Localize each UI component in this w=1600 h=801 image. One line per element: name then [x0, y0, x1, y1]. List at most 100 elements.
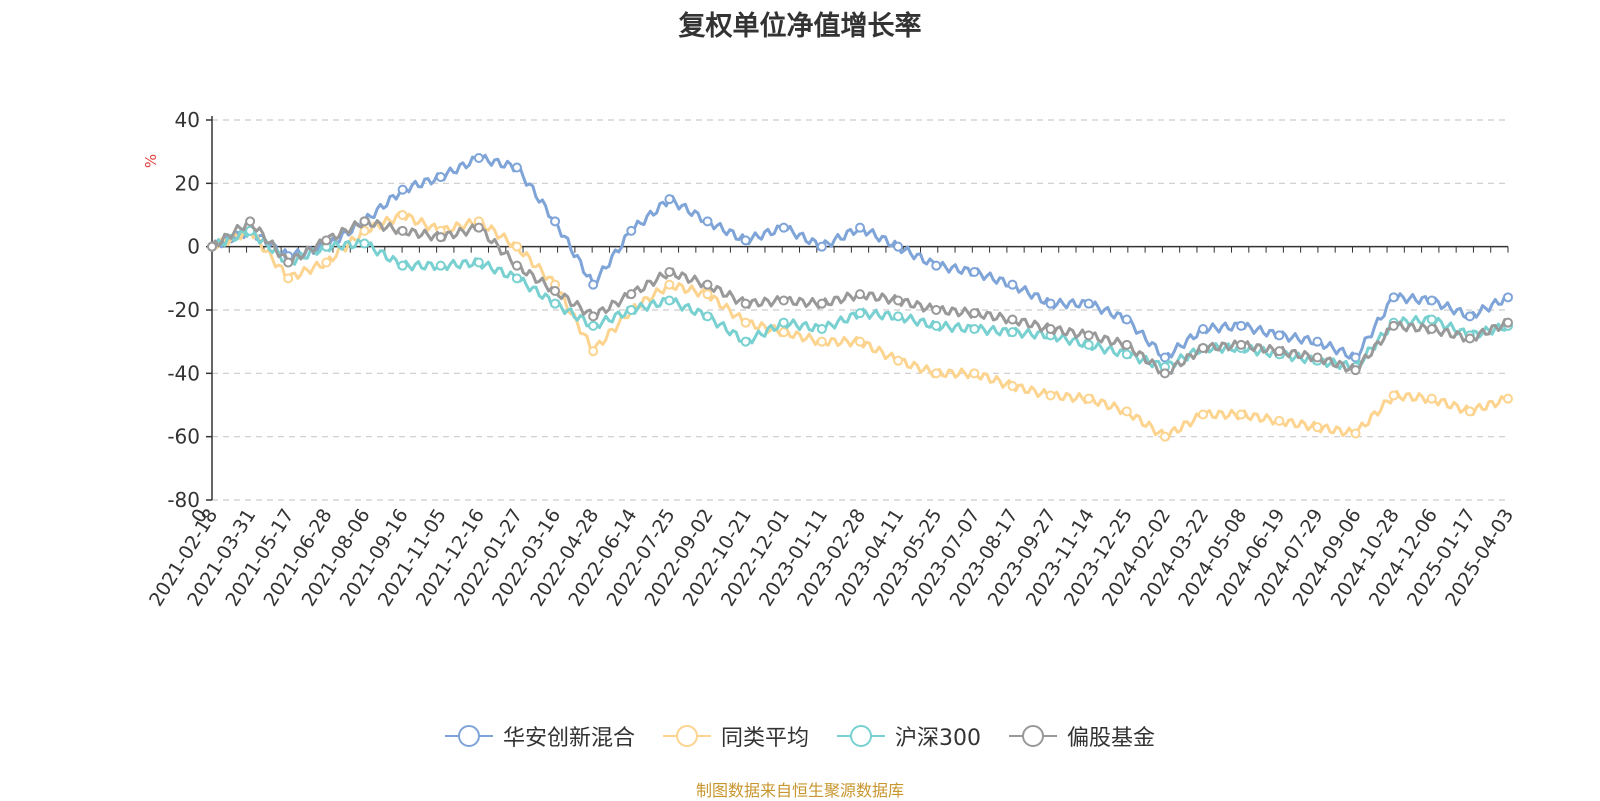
data-point: [359, 225, 370, 236]
series-line: [210, 153, 1509, 360]
y-tick-label: 20: [175, 171, 200, 195]
data-point: [1464, 406, 1475, 417]
legend-label: 同类平均: [720, 726, 809, 751]
data-point: [855, 222, 865, 233]
data-point: [893, 295, 904, 306]
data-point: [550, 298, 561, 309]
data-point: [1007, 314, 1018, 325]
y-tick-label: -20: [167, 298, 200, 322]
chart-title: 复权单位净值增长率: [678, 11, 922, 42]
data-point: [1274, 330, 1285, 341]
data-point: [473, 257, 484, 268]
data-point: [1350, 428, 1361, 439]
legend-marker-icon: [444, 725, 493, 747]
data-point: [1083, 339, 1094, 350]
data-point: [435, 232, 446, 243]
data-point: [931, 368, 942, 379]
data-point: [1312, 336, 1323, 347]
legend-item[interactable]: 偏股基金: [1009, 720, 1155, 752]
data-point: [1159, 352, 1170, 363]
data-point: [778, 222, 789, 233]
data-point: [1236, 320, 1247, 331]
legend-label: 偏股基金: [1067, 726, 1156, 751]
series-line: [211, 227, 1510, 372]
data-point: [473, 153, 484, 163]
y-tick-label: 40: [175, 108, 200, 132]
data-point: [588, 320, 599, 331]
data-point: [969, 308, 980, 319]
legend-label: 华安创新混合: [502, 726, 635, 751]
data-point: [969, 368, 980, 379]
data-point: [511, 162, 522, 173]
y-tick-label: 0: [187, 235, 200, 259]
data-point: [1426, 324, 1437, 334]
data-point: [740, 298, 751, 309]
data-point: [702, 311, 713, 322]
data-point: [1083, 298, 1094, 309]
data-point: [435, 172, 446, 182]
line-chart: 40200-20-40-60-8002021-02-182021-03-3120…: [145, 108, 1518, 610]
data-point: [664, 279, 675, 290]
data-point: [321, 235, 332, 246]
data-point: [855, 308, 865, 319]
data-point: [359, 216, 370, 227]
legend-item[interactable]: 华安创新混合: [444, 720, 635, 752]
data-point: [1121, 314, 1132, 325]
data-point: [816, 298, 827, 309]
data-point: [1388, 390, 1399, 401]
data-point: [397, 225, 408, 236]
data-point: [740, 317, 751, 328]
data-point: [1045, 324, 1056, 334]
data-point: [626, 305, 637, 315]
data-point: [245, 225, 256, 236]
data-point: [1388, 320, 1399, 331]
data-point: [511, 273, 522, 284]
data-point: [550, 286, 561, 296]
data-point: [207, 241, 217, 252]
legend-item[interactable]: 同类平均: [662, 720, 809, 752]
data-point: [1198, 409, 1209, 420]
data-point: [1503, 292, 1513, 303]
data-point: [1274, 346, 1285, 357]
legend-marker-icon: [662, 725, 711, 747]
data-point: [931, 260, 942, 271]
data-point: [778, 327, 789, 338]
data-point: [435, 260, 446, 271]
data-point: [397, 184, 408, 195]
data-point: [321, 257, 332, 268]
data-point: [283, 273, 294, 284]
data-point: [626, 289, 637, 300]
data-point: [1350, 365, 1361, 376]
data-point: [511, 260, 522, 271]
data-point: [931, 305, 942, 315]
data-point: [969, 267, 980, 277]
data-point: [1159, 431, 1170, 442]
data-point: [1503, 317, 1513, 328]
data-point: [1464, 333, 1475, 344]
data-point: [1503, 393, 1513, 404]
data-point: [1274, 415, 1285, 426]
data-point: [664, 295, 675, 306]
legend-item[interactable]: 沪深300: [837, 720, 981, 752]
data-point: [1007, 279, 1018, 290]
data-point: [511, 241, 522, 252]
data-point: [893, 311, 904, 322]
data-point: [816, 241, 827, 252]
data-point: [1007, 327, 1018, 338]
data-point: [969, 324, 980, 334]
data-point: [1426, 295, 1437, 306]
data-point: [1236, 339, 1247, 350]
data-point: [664, 267, 675, 277]
data-point: [1312, 352, 1323, 363]
data-point: [1464, 311, 1475, 322]
data-point: [588, 311, 599, 322]
data-point: [893, 355, 904, 366]
grid-layer: [212, 119, 1508, 501]
data-point: [893, 241, 904, 252]
data-point: [740, 235, 751, 246]
data-point: [778, 317, 789, 328]
data-point: [1236, 409, 1247, 420]
legend-label: 沪深300: [895, 726, 981, 751]
source-note: 制图数据来自恒生聚源数据库: [695, 781, 904, 800]
data-point: [1198, 324, 1209, 334]
